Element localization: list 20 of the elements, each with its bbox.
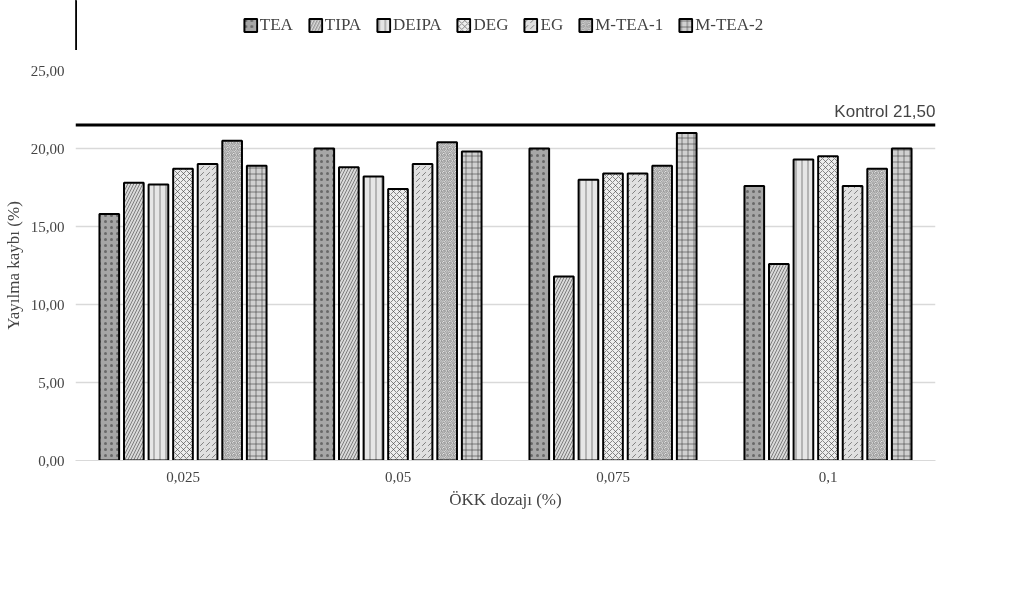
- y-tick-label: 5,00: [38, 374, 65, 391]
- y-tick-label: 15,00: [30, 218, 65, 235]
- x-tick-label: 0,075: [596, 468, 630, 485]
- x-tick-label: 0,1: [818, 468, 838, 485]
- legend-label: EG: [540, 15, 564, 35]
- y-tick-label: 0,00: [38, 452, 65, 469]
- y-tick-label: 25,00: [30, 62, 65, 79]
- legend-label: M-TEA-2: [695, 15, 764, 35]
- legend-label: TEA: [259, 15, 293, 35]
- ref-line-label: Kontrol 21,50: [834, 102, 936, 122]
- legend-label: DEG: [473, 15, 509, 35]
- x-axis-title: ÖKK dozajı (%): [449, 489, 562, 509]
- legend-label: M-TEA-1: [595, 15, 664, 35]
- y-tick-label: 20,00: [30, 140, 65, 157]
- y-tick-label: 10,00: [30, 296, 65, 313]
- y-axis-title: Yayılma kaybı (%): [3, 201, 23, 330]
- x-tick-label: 0,025: [166, 468, 200, 485]
- x-tick-label: 0,05: [384, 468, 412, 485]
- legend-label: TIPA: [324, 15, 362, 35]
- legend-label: DEIPA: [393, 15, 442, 35]
